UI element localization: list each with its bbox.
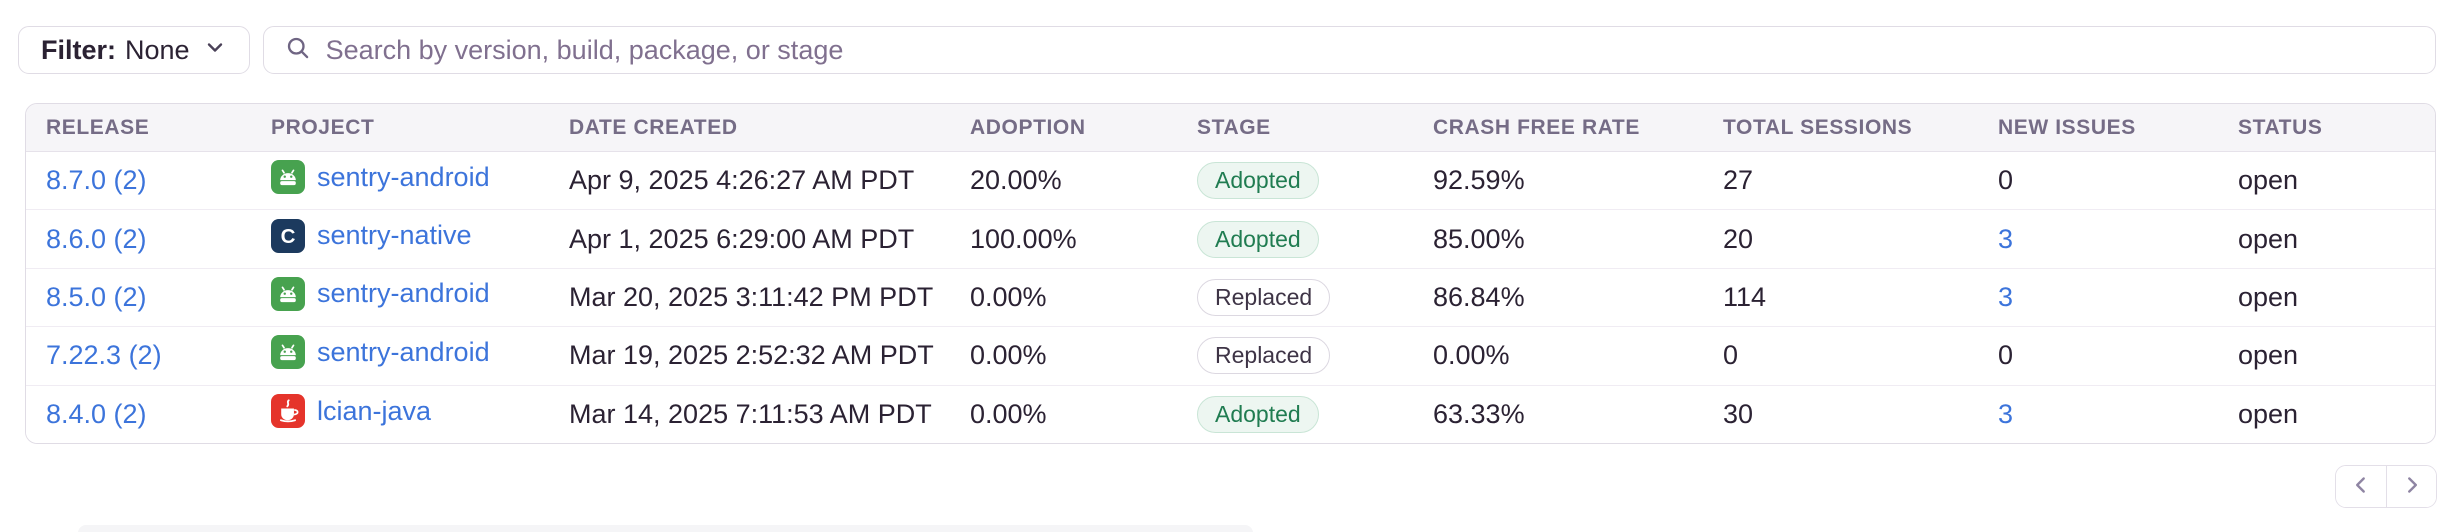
crash-free-rate-cell: 63.33% <box>1433 399 1525 430</box>
android-platform-icon <box>271 335 305 370</box>
filter-label: Filter: <box>41 34 117 65</box>
chevron-right-icon <box>2399 472 2425 501</box>
date-created-cell: Apr 1, 2025 6:29:00 AM PDT <box>569 223 915 254</box>
column-header-release: RELEASE <box>46 115 150 139</box>
table-row: 8.6.0 (2) C sentry-native Apr 1, 2025 6:… <box>26 210 2435 269</box>
status-cell: open <box>2238 281 2299 312</box>
project-link[interactable]: sentry-android <box>271 335 490 370</box>
total-sessions-cell: 0 <box>1723 340 1739 371</box>
project-name: sentry-android <box>317 336 490 367</box>
status-cell: open <box>2238 165 2299 196</box>
next-page-button[interactable] <box>2386 466 2436 507</box>
stage-badge: Replaced <box>1197 278 1331 316</box>
total-sessions-cell: 30 <box>1723 399 1754 430</box>
toolbar: Filter: None <box>18 26 2436 74</box>
adoption-cell: 100.00% <box>970 223 1077 254</box>
status-cell: open <box>2238 340 2299 371</box>
adoption-cell: 0.00% <box>970 281 1047 312</box>
stage-badge: Adopted <box>1197 220 1319 258</box>
table-row: 7.22.3 (2) sentry-android Mar 19, 2025 2… <box>26 327 2435 386</box>
status-cell: open <box>2238 399 2299 430</box>
project-link[interactable]: C sentry-native <box>271 218 472 253</box>
table-body: 8.7.0 (2) sentry-android Apr 9, 2025 4:2… <box>26 152 2435 443</box>
column-header-total-sessions: TOTAL SESSIONS <box>1723 115 1913 139</box>
column-header-date-created: DATE CREATED <box>569 115 738 139</box>
date-created-cell: Mar 14, 2025 7:11:53 AM PDT <box>569 399 932 430</box>
partial-bottom-element <box>78 525 1253 532</box>
table-row: 8.5.0 (2) sentry-android Mar 20, 2025 3:… <box>26 268 2435 328</box>
native-platform-icon: C <box>271 218 305 253</box>
release-version-link[interactable]: 7.22.3 (2) <box>46 340 162 371</box>
search-icon <box>284 34 312 67</box>
new-issues-cell: 0 <box>1998 340 2014 371</box>
total-sessions-cell: 20 <box>1723 223 1754 254</box>
chevron-left-icon <box>2348 472 2374 501</box>
status-cell: open <box>2238 223 2299 254</box>
android-platform-icon <box>271 276 305 311</box>
column-header-project: PROJECT <box>271 115 375 139</box>
date-created-cell: Mar 19, 2025 2:52:32 AM PDT <box>569 340 934 371</box>
project-link[interactable]: sentry-android <box>271 160 490 195</box>
previous-page-button[interactable] <box>2336 466 2386 507</box>
column-header-adoption: ADOPTION <box>970 115 1086 139</box>
chevron-down-icon <box>199 35 227 66</box>
filter-value: None <box>125 34 190 65</box>
project-name: lcian-java <box>317 395 432 426</box>
project-name: sentry-android <box>317 278 490 309</box>
crash-free-rate-cell: 85.00% <box>1433 223 1525 254</box>
release-version-link[interactable]: 8.6.0 (2) <box>46 223 147 254</box>
new-issues-cell: 0 <box>1998 165 2014 196</box>
project-name: sentry-android <box>317 161 490 192</box>
total-sessions-cell: 27 <box>1723 165 1754 196</box>
table-header-row: RELEASE PROJECT DATE CREATED ADOPTION ST… <box>26 104 2435 152</box>
release-version-link[interactable]: 8.5.0 (2) <box>46 281 147 312</box>
filter-dropdown-button[interactable]: Filter: None <box>18 26 250 74</box>
svg-text:C: C <box>281 225 296 248</box>
total-sessions-cell: 114 <box>1723 281 1767 312</box>
java-platform-icon <box>271 394 305 429</box>
table-row: 8.4.0 (2) lcian-java Mar 14, 2025 7:11:5… <box>26 385 2435 443</box>
crash-free-rate-cell: 86.84% <box>1433 281 1525 312</box>
project-link[interactable]: sentry-android <box>271 276 490 311</box>
crash-free-rate-cell: 92.59% <box>1433 165 1525 196</box>
stage-badge: Replaced <box>1197 337 1331 375</box>
pagination <box>2335 465 2437 508</box>
adoption-cell: 0.00% <box>970 399 1047 430</box>
stage-badge: Adopted <box>1197 396 1319 434</box>
stage-badge: Adopted <box>1197 162 1319 200</box>
release-version-link[interactable]: 8.4.0 (2) <box>46 399 147 430</box>
new-issues-cell[interactable]: 3 <box>1998 399 2014 430</box>
date-created-cell: Apr 9, 2025 4:26:27 AM PDT <box>569 165 915 196</box>
releases-table: RELEASE PROJECT DATE CREATED ADOPTION ST… <box>25 103 2436 444</box>
adoption-cell: 0.00% <box>970 340 1047 371</box>
crash-free-rate-cell: 0.00% <box>1433 340 1510 371</box>
column-header-new-issues: NEW ISSUES <box>1998 115 2136 139</box>
search-input[interactable] <box>325 34 2415 66</box>
column-header-status: STATUS <box>2238 115 2323 139</box>
search-bar <box>262 26 2436 74</box>
project-name: sentry-native <box>317 220 472 251</box>
date-created-cell: Mar 20, 2025 3:11:42 PM PDT <box>569 281 934 312</box>
column-header-stage: STAGE <box>1197 115 1271 139</box>
new-issues-cell[interactable]: 3 <box>1998 281 2014 312</box>
table-row: 8.7.0 (2) sentry-android Apr 9, 2025 4:2… <box>26 152 2435 211</box>
adoption-cell: 20.00% <box>970 165 1062 196</box>
new-issues-cell[interactable]: 3 <box>1998 223 2014 254</box>
column-header-crash-free-rate: CRASH FREE RATE <box>1433 115 1640 139</box>
release-version-link[interactable]: 8.7.0 (2) <box>46 165 147 196</box>
project-link[interactable]: lcian-java <box>271 394 432 429</box>
android-platform-icon <box>271 160 305 195</box>
